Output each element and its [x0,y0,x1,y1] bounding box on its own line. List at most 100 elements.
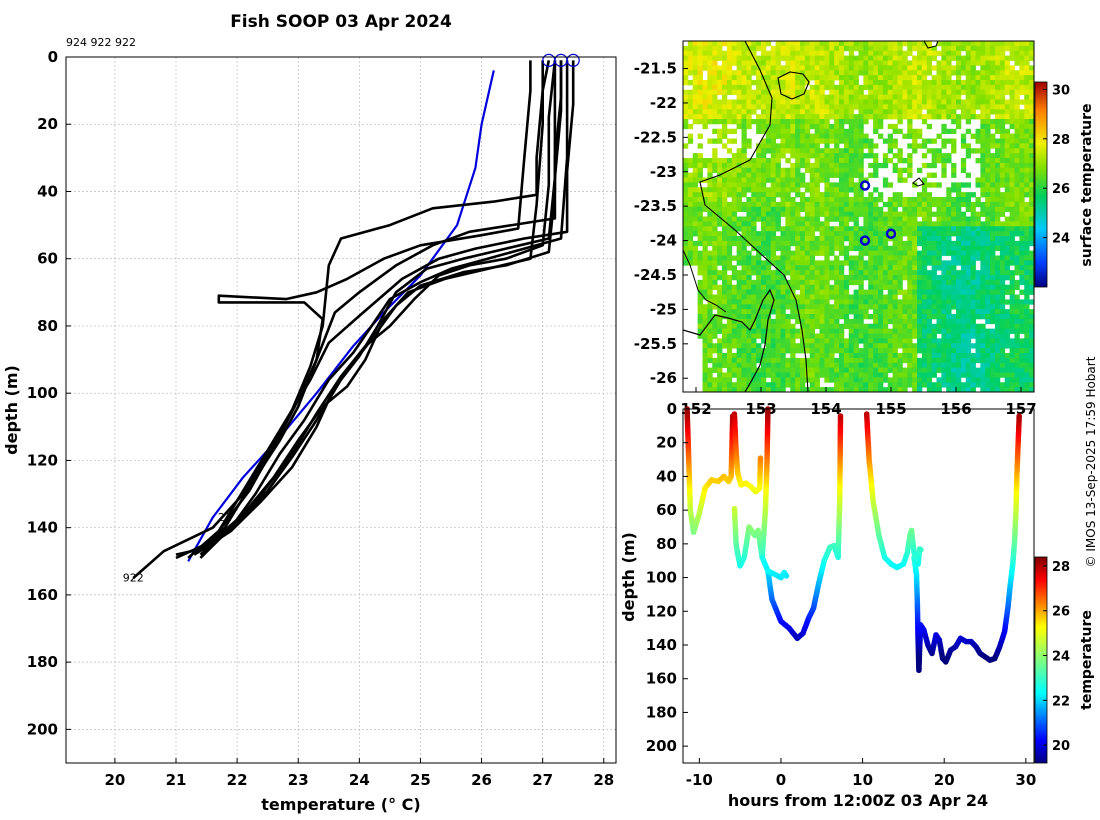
sst-cell [829,216,835,222]
sst-cell [1019,99,1025,105]
sst-cell [683,55,689,61]
sst-cell [917,221,923,227]
sst-cell [1009,70,1015,76]
sst-cell [941,318,947,325]
sst-cell [800,94,806,100]
sst-cell [980,377,986,383]
sst-cell [970,270,976,276]
sst-cell [897,104,903,110]
sst-cell [1004,338,1011,344]
sst-cell [853,89,859,96]
sst-cell [741,60,747,66]
sst-cell [960,309,967,315]
sst-cell [712,177,718,183]
sst-cell [809,357,816,364]
sst-cell [800,197,806,203]
sst-cell [956,250,962,256]
sst-cell [907,304,913,310]
sst-cell [775,104,781,110]
sst-cell [858,133,864,139]
sst-cell [873,372,879,378]
sst-cell [926,94,933,100]
sst-cell [683,60,689,66]
sst-cell [809,94,816,100]
sst-cell [800,201,806,208]
sst-cell [907,328,913,334]
sst-cell [824,75,830,81]
sst-cell [834,367,840,373]
sst-cell [990,216,996,222]
sst-cell [936,275,942,281]
sst-cell [795,41,801,47]
sst-cell [999,123,1006,130]
sst-cell [941,211,947,217]
sst-cell [965,94,972,100]
sst-cell [931,158,937,164]
sst-cell [707,357,713,364]
sst-cell [921,206,928,213]
sst-cell [853,221,859,227]
sst-cell [887,343,894,349]
sst-cell [897,75,903,81]
sst-cell [892,240,898,247]
sst-cell [887,289,894,295]
sst-cell [697,318,703,325]
sst-cell [697,167,703,174]
sst-cell [878,284,884,291]
sst-cell [858,167,864,174]
sst-cell [1004,245,1011,252]
sst-cell [1014,84,1020,91]
profile-line-5 [199,60,569,559]
sst-cell [995,260,1001,266]
sst-cell [722,372,728,378]
sst-cell [751,279,757,286]
sst-cell [795,343,801,349]
sst-cell [795,114,801,120]
sst-cell [999,236,1006,242]
sst-cell [770,236,777,242]
sst-cell [1029,138,1034,144]
sst-cell [800,172,806,178]
sst-cell [956,323,962,330]
sst-cell [707,158,713,164]
sst-cell [926,357,933,364]
sst-cell [975,216,981,222]
sst-cell [882,99,889,105]
sst-cell [999,348,1006,354]
sst-cell [902,89,908,96]
sst-cell [829,294,835,300]
sst-cell [765,75,772,81]
sst-cell [746,279,752,286]
sst-cell [873,158,879,164]
sst-cell [999,109,1006,115]
sst-cell [1024,260,1030,266]
sst-cell [1019,119,1025,125]
sst-cell [897,153,903,159]
sst-cell [824,172,830,178]
sst-cell [912,133,918,139]
sst-cell [761,284,767,291]
sst-cell [926,123,933,130]
sst-cell [829,309,835,315]
sst-cell [999,260,1006,266]
sst-cell [746,109,752,115]
sst-cell [887,94,894,100]
sst-cell [726,372,733,378]
sst-cell [912,45,918,52]
sst-cell [999,353,1006,359]
sst-cell [1019,348,1025,354]
sst-cell [1009,377,1015,383]
sst-cell [839,343,845,349]
sst-cell [917,343,923,349]
sst-cell [956,279,962,286]
sst-cell [878,114,884,120]
sst-cell [775,309,781,315]
sst-cell [785,109,791,115]
sst-cell [926,182,933,188]
sst-cell [1014,284,1020,291]
sst-cell [931,250,937,256]
sst-cell [1009,167,1015,174]
sst-cell [858,323,864,330]
sst-cell [1004,236,1011,242]
sst-cell [1014,89,1020,96]
